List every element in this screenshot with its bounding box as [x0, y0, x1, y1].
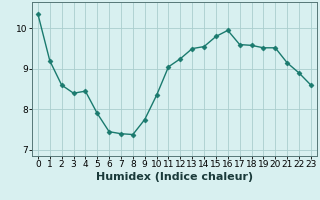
X-axis label: Humidex (Indice chaleur): Humidex (Indice chaleur): [96, 172, 253, 182]
